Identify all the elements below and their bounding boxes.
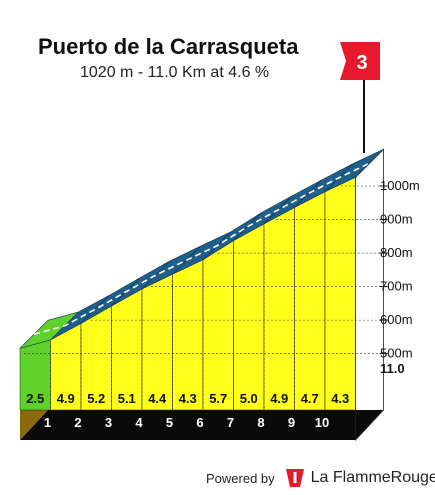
profile-segment xyxy=(172,259,204,411)
km-marker-label: 6 xyxy=(196,415,203,430)
elevation-tick-label: 1000m xyxy=(380,178,420,193)
category-flag-banner xyxy=(340,42,380,80)
gradient-label: 5.2 xyxy=(87,391,105,406)
gradient-label: 5.0 xyxy=(240,391,258,406)
profile-segments xyxy=(19,176,356,411)
gradient-labels: 2.5 4.9 5.2 5.1 4.4 4.3 5.7 5.0 4.9 4.7 4.3 xyxy=(26,391,349,406)
finish-distance-label: 11.0 xyxy=(380,361,405,376)
elevation-tick-label: 900m xyxy=(380,212,413,227)
elevation-tick-label: 600m xyxy=(380,312,413,327)
profile-segment xyxy=(233,223,265,411)
elevation-tick-label: 800m xyxy=(380,245,413,260)
road-surface xyxy=(18,148,384,442)
road-center-line xyxy=(33,162,370,336)
profile-segment xyxy=(324,176,356,411)
category-flag: 3 xyxy=(340,42,380,153)
km-marker-label: 2 xyxy=(74,415,81,430)
gradient-label: 5.7 xyxy=(209,391,227,406)
km-marker-label: 5 xyxy=(166,415,173,430)
brand-name: La FlammeRouge xyxy=(310,469,435,486)
km-markers: 1 2 3 4 5 6 7 8 9 10 11.0 xyxy=(44,361,405,430)
profile-segment xyxy=(202,240,234,411)
profile-base-band xyxy=(20,410,384,440)
profile-segment xyxy=(263,207,295,411)
category-flag-number: 3 xyxy=(356,52,367,74)
powered-by-label: Powered by xyxy=(206,470,275,486)
gradient-label: 4.3 xyxy=(179,391,197,406)
elevation-gridlines xyxy=(24,185,384,410)
profile-segment xyxy=(141,273,173,411)
km-marker-label: 9 xyxy=(288,415,295,430)
elevation-tick-labels: 1000m 900m 800m 700m 600m 500m xyxy=(379,178,420,361)
km-marker-label: 4 xyxy=(135,415,143,430)
km-marker-label: 1 xyxy=(44,415,51,430)
climb-stats-subtitle: 1020 m - 11.0 Km at 4.6 % xyxy=(80,64,270,81)
elevation-tick-label: 700m xyxy=(380,279,413,294)
flame-rouge-logo-icon xyxy=(285,469,304,487)
profile-segment xyxy=(294,191,326,411)
footer-branding: Powered by La FlammeRouge xyxy=(206,466,435,490)
gradient-label: 4.7 xyxy=(301,391,319,406)
gradient-label: 5.1 xyxy=(118,391,136,406)
gradient-label: 4.9 xyxy=(270,391,288,406)
km-marker-label: 8 xyxy=(257,415,264,430)
km-marker-label: 7 xyxy=(227,415,234,430)
gradient-label: 2.5 xyxy=(26,391,44,406)
gradient-label: 4.4 xyxy=(148,391,167,406)
km-marker-label: 10 xyxy=(315,415,329,430)
climb-title: Puerto de la Carrasqueta xyxy=(38,34,299,59)
gradient-label: 4.9 xyxy=(57,391,75,406)
gradient-label: 4.3 xyxy=(331,391,349,406)
elevation-tick-label: 500m xyxy=(380,346,413,361)
km-marker-label: 3 xyxy=(105,415,112,430)
summit-end-wall xyxy=(355,148,384,442)
